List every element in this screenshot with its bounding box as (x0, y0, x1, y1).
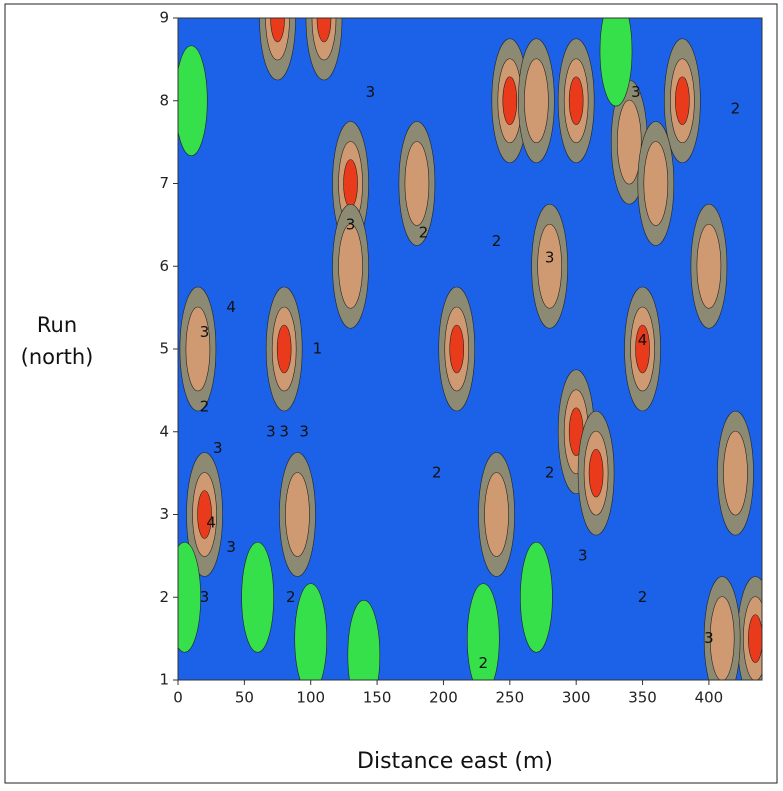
contour-region (185, 306, 211, 392)
contour-region (675, 76, 690, 126)
contour-region (709, 596, 735, 680)
contour-region (616, 99, 642, 185)
contour-label: 3 (704, 629, 714, 647)
contour-label: 2 (286, 588, 296, 606)
y-tick-label: 9 (159, 9, 169, 27)
contour-region (197, 490, 212, 539)
contour-region (241, 541, 274, 653)
contour-region (178, 45, 208, 157)
contour-region (568, 76, 584, 126)
contour-label: 2 (731, 100, 741, 118)
x-tick-label: 350 (628, 689, 657, 707)
x-tick-label: 300 (562, 689, 591, 707)
contour-region (537, 223, 562, 309)
y-axis-label: (north) (21, 345, 94, 369)
contour-label: 3 (200, 323, 210, 341)
y-tick-label: 2 (159, 588, 169, 606)
x-tick-label: 400 (695, 689, 724, 707)
x-tick-label: 0 (173, 689, 183, 707)
y-tick-label: 7 (159, 174, 169, 192)
contour-label: 3 (213, 439, 223, 457)
y-tick-label: 8 (159, 91, 169, 109)
contour-region (524, 58, 549, 144)
contour-label: 2 (638, 588, 648, 606)
contour-region (343, 159, 358, 208)
y-tick-label: 3 (159, 505, 169, 523)
x-tick-label: 100 (296, 689, 325, 707)
contour-region (270, 18, 285, 43)
contour-label: 4 (638, 331, 648, 349)
contour-region (466, 583, 500, 680)
contour-region (502, 76, 518, 126)
contour-region (449, 324, 465, 374)
y-tick-label: 1 (159, 671, 169, 689)
contour-label: 3 (366, 83, 376, 101)
x-tick-label: 150 (363, 689, 392, 707)
contour-region (588, 448, 604, 498)
contour-label: 3 (545, 248, 555, 266)
y-tick-label: 5 (159, 340, 169, 358)
contour-region (276, 324, 292, 374)
contour-label: 2 (492, 232, 502, 250)
x-tick-label: 200 (429, 689, 458, 707)
contour-label: 3 (299, 422, 309, 440)
contour-region (599, 18, 633, 107)
y-tick-label: 4 (159, 422, 169, 440)
contour-region (635, 324, 650, 374)
contour-region (696, 223, 722, 309)
contour-label: 2 (432, 464, 442, 482)
contour-label: 3 (200, 588, 210, 606)
contour-region (285, 472, 310, 557)
contour-label: 2 (478, 654, 488, 672)
contour-region (484, 472, 509, 557)
contour-label: 4 (226, 298, 236, 316)
contour-region (347, 599, 381, 680)
contour-region (294, 583, 328, 680)
contour-label: 3 (279, 422, 289, 440)
x-axis-label: Distance east (m) (357, 749, 553, 774)
contour-label: 2 (545, 464, 555, 482)
contour-region (404, 141, 430, 226)
x-tick-label: 250 (495, 689, 524, 707)
contour-region (338, 223, 363, 309)
contour-label: 3 (578, 546, 588, 564)
contour-label: 2 (419, 224, 429, 242)
contour-label: 3 (631, 83, 641, 101)
y-tick-label: 6 (159, 257, 169, 275)
x-tick-label: 50 (235, 689, 254, 707)
contour-label: 3 (226, 538, 236, 556)
contour-region (723, 430, 748, 516)
contour-label: 3 (346, 215, 356, 233)
contour-label: 4 (206, 513, 216, 531)
contour-region (643, 141, 669, 226)
contour-label: 1 (313, 340, 323, 358)
contour-region (520, 541, 553, 653)
contour-label: 2 (200, 397, 210, 415)
contour-label: 3 (266, 422, 276, 440)
contour-region (316, 18, 332, 43)
contour-region (748, 614, 762, 663)
y-axis-label: Run (37, 313, 77, 337)
contour-region (178, 541, 201, 653)
